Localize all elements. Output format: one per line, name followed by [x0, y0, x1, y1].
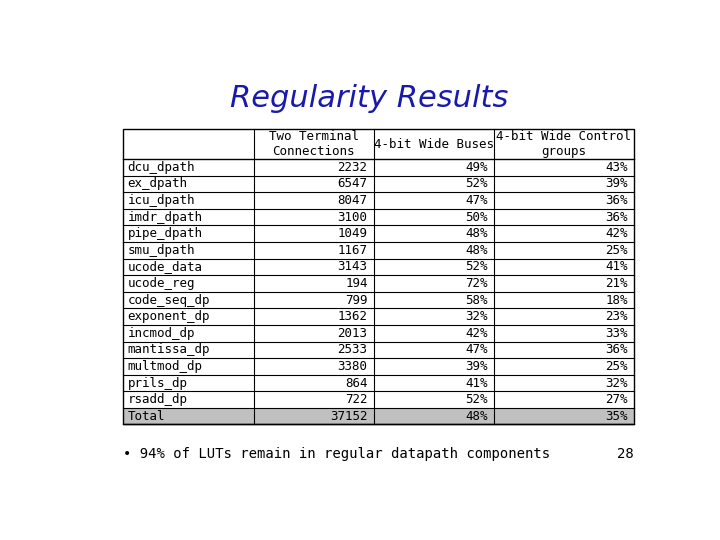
Text: 36%: 36%	[606, 211, 628, 224]
Text: rsadd_dp: rsadd_dp	[127, 393, 188, 406]
Bar	[124, 375, 634, 392]
Text: 25%: 25%	[606, 360, 628, 373]
Text: icu_dpath: icu_dpath	[127, 194, 195, 207]
Text: 47%: 47%	[465, 194, 487, 207]
Text: 8047: 8047	[338, 194, 367, 207]
Text: 3380: 3380	[338, 360, 367, 373]
Bar	[124, 308, 634, 325]
Text: 49%: 49%	[465, 161, 487, 174]
Text: 1362: 1362	[338, 310, 367, 323]
Bar	[124, 358, 634, 375]
Text: 72%: 72%	[465, 277, 487, 290]
Bar	[124, 259, 634, 275]
Text: 36%: 36%	[606, 194, 628, 207]
Text: imdr_dpath: imdr_dpath	[127, 211, 202, 224]
Text: 799: 799	[345, 294, 367, 307]
Text: 33%: 33%	[606, 327, 628, 340]
Bar	[124, 325, 634, 341]
Text: 52%: 52%	[465, 178, 487, 191]
Text: 42%: 42%	[606, 227, 628, 240]
Text: multmod_dp: multmod_dp	[127, 360, 202, 373]
Text: 1049: 1049	[338, 227, 367, 240]
Text: 27%: 27%	[606, 393, 628, 406]
Text: ucode_data: ucode_data	[127, 260, 202, 273]
Text: 4-bit Wide Control
groups: 4-bit Wide Control groups	[496, 130, 631, 158]
Text: 2232: 2232	[338, 161, 367, 174]
Text: 48%: 48%	[465, 410, 487, 423]
Text: 1167: 1167	[338, 244, 367, 257]
Text: 32%: 32%	[606, 376, 628, 389]
Bar	[124, 392, 634, 408]
Text: 43%: 43%	[606, 161, 628, 174]
Text: 42%: 42%	[465, 327, 487, 340]
Bar	[124, 341, 634, 358]
Text: exponent_dp: exponent_dp	[127, 310, 210, 323]
Bar	[124, 192, 634, 209]
Text: ucode_reg: ucode_reg	[127, 277, 195, 290]
Text: 48%: 48%	[465, 227, 487, 240]
Text: 21%: 21%	[606, 277, 628, 290]
Bar	[124, 225, 634, 242]
Text: 4-bit Wide Buses: 4-bit Wide Buses	[374, 138, 494, 151]
Text: incmod_dp: incmod_dp	[127, 327, 195, 340]
Text: dcu_dpath: dcu_dpath	[127, 161, 195, 174]
Text: Two Terminal
Connections: Two Terminal Connections	[269, 130, 359, 158]
Text: Total: Total	[127, 410, 165, 423]
Text: 47%: 47%	[465, 343, 487, 356]
Text: 41%: 41%	[465, 376, 487, 389]
Bar	[124, 275, 634, 292]
Bar	[124, 159, 634, 176]
Bar	[124, 176, 634, 192]
Text: 48%: 48%	[465, 244, 487, 257]
Text: 39%: 39%	[606, 178, 628, 191]
Text: mantissa_dp: mantissa_dp	[127, 343, 210, 356]
Text: 37152: 37152	[330, 410, 367, 423]
Bar	[124, 129, 634, 159]
Bar	[124, 209, 634, 225]
Text: ex_dpath: ex_dpath	[127, 178, 188, 191]
Text: 23%: 23%	[606, 310, 628, 323]
Text: 32%: 32%	[465, 310, 487, 323]
Text: 722: 722	[345, 393, 367, 406]
Text: code_seq_dp: code_seq_dp	[127, 294, 210, 307]
Text: Regularity Results: Regularity Results	[230, 84, 508, 112]
Text: 2013: 2013	[338, 327, 367, 340]
Bar	[124, 292, 634, 308]
Text: 58%: 58%	[465, 294, 487, 307]
Text: 3100: 3100	[338, 211, 367, 224]
Text: 28: 28	[617, 447, 634, 461]
Bar	[124, 242, 634, 259]
Text: smu_dpath: smu_dpath	[127, 244, 195, 257]
Text: 864: 864	[345, 376, 367, 389]
Text: 3143: 3143	[338, 260, 367, 273]
Text: 50%: 50%	[465, 211, 487, 224]
Text: 52%: 52%	[465, 260, 487, 273]
Text: 35%: 35%	[606, 410, 628, 423]
Text: 52%: 52%	[465, 393, 487, 406]
Text: 41%: 41%	[606, 260, 628, 273]
Text: • 94% of LUTs remain in regular datapath components: • 94% of LUTs remain in regular datapath…	[124, 447, 551, 461]
Bar	[124, 408, 634, 424]
Text: 39%: 39%	[465, 360, 487, 373]
Text: prils_dp: prils_dp	[127, 376, 188, 389]
Text: 36%: 36%	[606, 343, 628, 356]
Text: 25%: 25%	[606, 244, 628, 257]
Text: 18%: 18%	[606, 294, 628, 307]
Text: pipe_dpath: pipe_dpath	[127, 227, 202, 240]
Text: 6547: 6547	[338, 178, 367, 191]
Text: 2533: 2533	[338, 343, 367, 356]
Text: 194: 194	[345, 277, 367, 290]
